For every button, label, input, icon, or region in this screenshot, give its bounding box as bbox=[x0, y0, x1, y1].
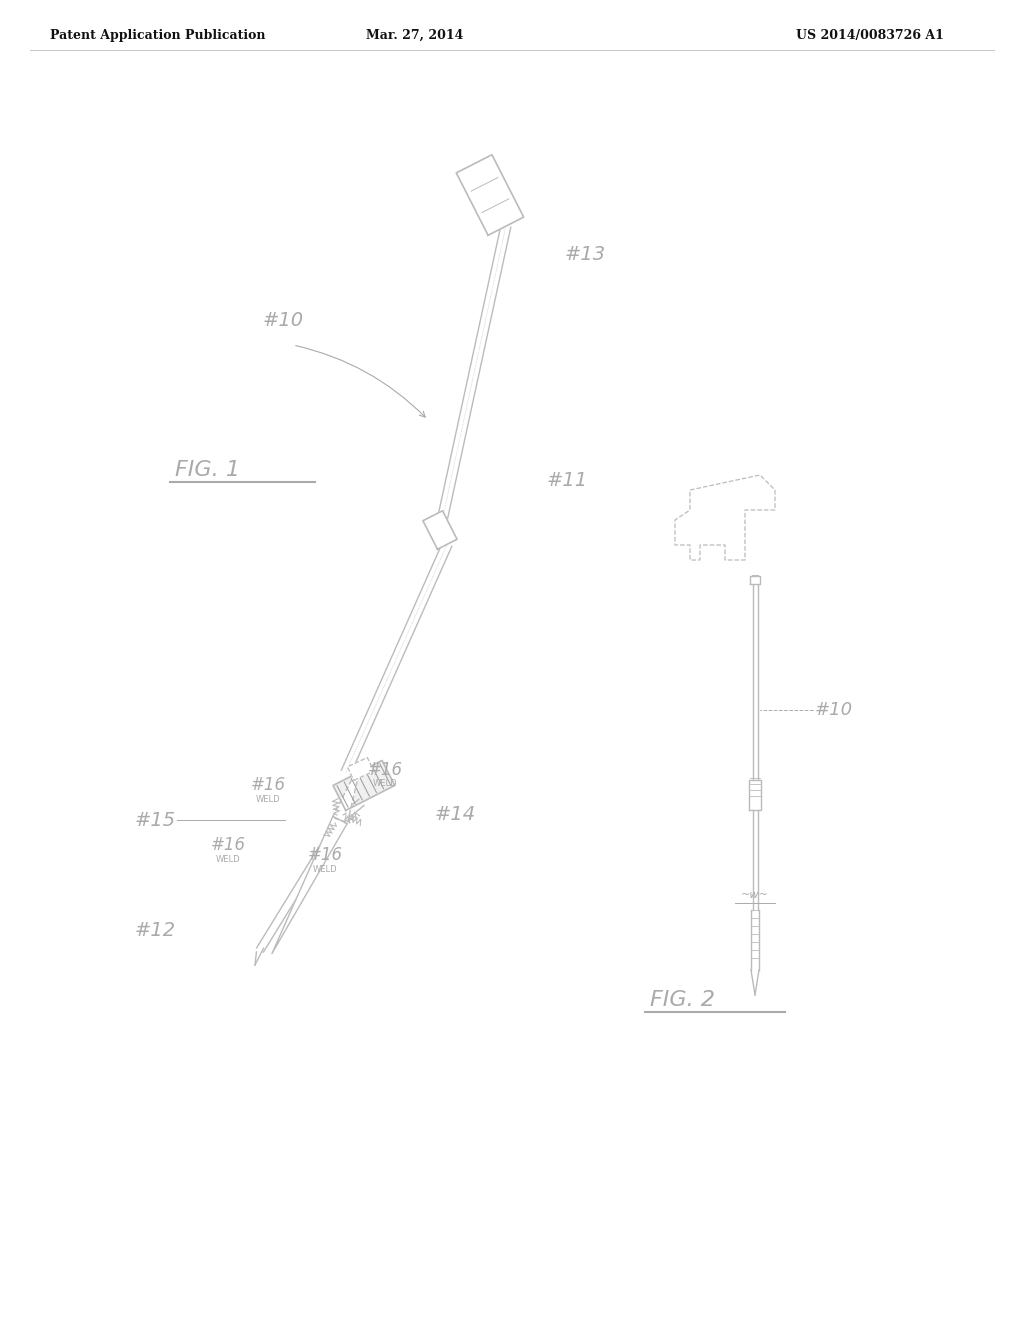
Text: WELD: WELD bbox=[216, 854, 241, 863]
Text: #10: #10 bbox=[262, 310, 303, 330]
Text: WELD: WELD bbox=[256, 795, 281, 804]
Polygon shape bbox=[423, 511, 457, 549]
Text: #16: #16 bbox=[211, 836, 246, 854]
Text: WELD: WELD bbox=[312, 865, 337, 874]
Text: FIG. 2: FIG. 2 bbox=[650, 990, 715, 1010]
Polygon shape bbox=[749, 780, 761, 810]
Text: WELD: WELD bbox=[373, 780, 397, 788]
Text: #16: #16 bbox=[368, 762, 402, 779]
Text: #16: #16 bbox=[307, 846, 343, 865]
Polygon shape bbox=[457, 154, 523, 235]
Polygon shape bbox=[272, 816, 347, 953]
Polygon shape bbox=[333, 760, 395, 810]
Text: #16: #16 bbox=[251, 776, 286, 795]
Text: US 2014/0083726 A1: US 2014/0083726 A1 bbox=[796, 29, 944, 41]
Text: #13: #13 bbox=[564, 246, 605, 264]
Text: ~w~: ~w~ bbox=[741, 890, 769, 900]
Polygon shape bbox=[750, 576, 760, 583]
Text: #11: #11 bbox=[547, 470, 588, 490]
Text: FIG. 1: FIG. 1 bbox=[175, 459, 240, 480]
Text: #15: #15 bbox=[134, 810, 175, 829]
Polygon shape bbox=[333, 759, 362, 822]
Polygon shape bbox=[675, 475, 775, 560]
Text: #12: #12 bbox=[134, 920, 175, 940]
Text: #10: #10 bbox=[815, 701, 853, 719]
Text: #14: #14 bbox=[434, 805, 475, 825]
Text: Mar. 27, 2014: Mar. 27, 2014 bbox=[367, 29, 464, 41]
Text: Patent Application Publication: Patent Application Publication bbox=[50, 29, 265, 41]
Polygon shape bbox=[347, 758, 374, 780]
